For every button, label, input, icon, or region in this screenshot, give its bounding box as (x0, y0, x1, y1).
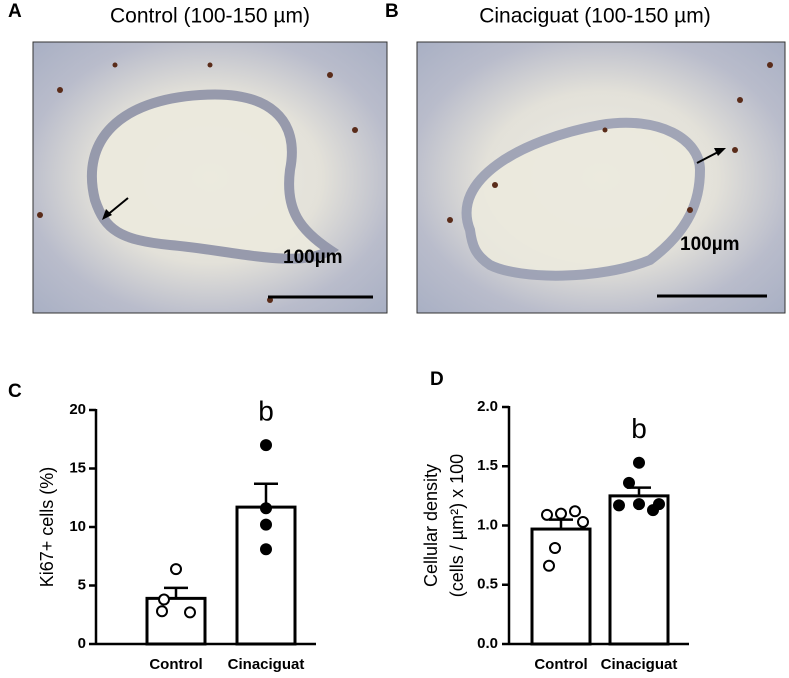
data-point (158, 593, 170, 606)
data-point (555, 507, 567, 520)
scale-label: 100µm (680, 234, 740, 255)
data-point (260, 518, 272, 531)
error-bar (164, 586, 188, 599)
y-tick-label: 5 (78, 576, 86, 593)
data-point (543, 559, 555, 572)
y-tick-label: 15 (69, 459, 86, 476)
panel-label: B (385, 1, 399, 22)
y-axis-label: Ki67+ cells (%) (37, 467, 57, 588)
micrograph-a (32, 41, 388, 314)
x-tick-label: Cinaciguat (601, 656, 678, 673)
y-tick-label: 2.0 (477, 398, 498, 415)
y-axis-label: Cellular density (421, 464, 441, 587)
data-point (170, 563, 182, 576)
y-tick-label: 20 (69, 401, 86, 418)
data-point (184, 606, 196, 619)
y-tick-label: 0.0 (477, 635, 498, 652)
y-tick-label: 10 (69, 518, 86, 535)
data-point (541, 508, 553, 521)
panel-label: C (8, 381, 22, 402)
panel-title: Control (100-150 µm) (110, 5, 310, 28)
x-tick-label: Control (149, 656, 202, 673)
data-point (549, 542, 561, 555)
y-axis-label: (cells / µm²) x 100 (447, 454, 467, 597)
y-tick-label: 1.0 (477, 516, 498, 533)
data-point (569, 505, 581, 518)
data-point (647, 504, 659, 517)
panel-label: A (8, 1, 22, 22)
data-point (613, 499, 625, 512)
panel-title: Cinaciguat (100-150 µm) (479, 5, 711, 28)
data-point (156, 605, 168, 618)
y-tick-label: 0 (78, 635, 86, 652)
data-point (260, 439, 272, 452)
scale-label: 100µm (283, 247, 343, 268)
data-point (577, 515, 589, 528)
x-tick-label: Control (534, 656, 587, 673)
data-point (623, 476, 635, 489)
data-point (260, 502, 272, 515)
data-point (633, 498, 645, 511)
data-point (633, 456, 645, 469)
y-tick-label: 1.5 (477, 457, 498, 474)
y-tick-label: 0.5 (477, 576, 498, 593)
bar (530, 527, 592, 646)
x-tick-label: Cinaciguat (228, 656, 305, 673)
bar (145, 596, 207, 646)
micrograph-b (416, 41, 786, 314)
annotation: b (631, 413, 647, 444)
annotation: b (258, 395, 274, 426)
data-point (260, 543, 272, 556)
bar (608, 494, 670, 646)
panel-label: D (430, 369, 444, 390)
